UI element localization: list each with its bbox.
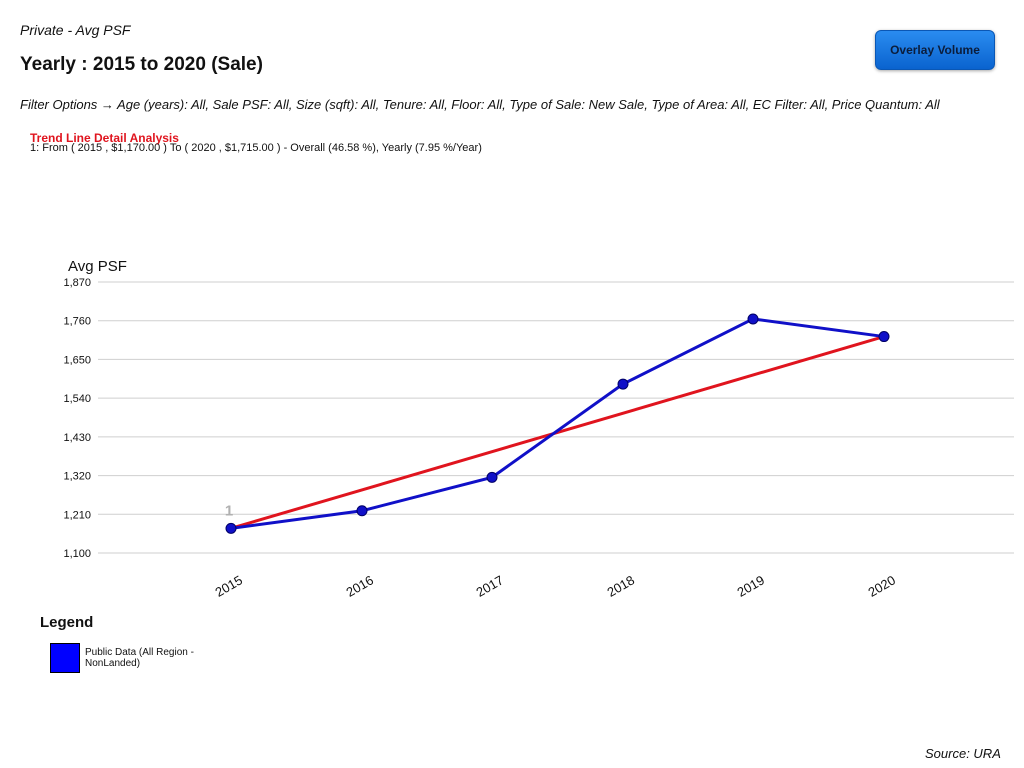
y-tick-label: 1,650	[63, 354, 91, 366]
x-tick-labels: 2015 2016 2017 2018 2019 2020	[212, 572, 898, 599]
chart-subtitle: Private - Avg PSF	[20, 22, 131, 38]
x-tick-label: 2016	[343, 572, 376, 599]
x-tick-label: 2017	[473, 572, 506, 599]
data-point	[225, 522, 237, 534]
y-tick-label: 1,430	[63, 432, 91, 444]
y-tick-labels: 1,100 1,210 1,320 1,430 1,540 1,650 1,760 1,870	[63, 277, 91, 560]
y-tick-label: 1,210	[63, 509, 91, 521]
legend-title: Legend	[40, 614, 94, 631]
trend-analysis-heading: Trend Line Detail Analysis	[30, 131, 179, 145]
data-point	[486, 471, 498, 483]
chart-grid	[98, 281, 1014, 554]
source-note: Source: URA	[925, 746, 1001, 761]
filter-options: Filter Options → Age (years): All, Sale …	[20, 97, 940, 112]
x-tick-label: 2020	[865, 572, 898, 599]
chart-title: Yearly : 2015 to 2020 (Sale)	[20, 54, 263, 75]
data-point	[747, 313, 759, 325]
y-tick-label: 1,100	[63, 548, 91, 560]
series-line	[230, 317, 885, 530]
data-point	[356, 505, 368, 517]
data-point	[878, 331, 890, 343]
y-tick-label: 1,320	[63, 471, 91, 483]
x-tick-label: 2015	[212, 572, 245, 599]
data-point	[617, 378, 629, 390]
trend-analysis-detail: 1: From ( 2015 , $1,170.00 ) To ( 2020 ,…	[30, 142, 482, 154]
x-tick-label: 2019	[734, 572, 767, 599]
legend-label: Public Data (All Region - NonLanded)	[85, 647, 194, 669]
y-axis-label: Avg PSF	[68, 258, 127, 275]
y-tick-label: 1,870	[63, 277, 91, 289]
series-layer	[225, 313, 890, 534]
overlay-volume-button[interactable]: Overlay Volume	[875, 30, 995, 70]
legend-swatch	[50, 643, 80, 673]
y-tick-label: 1,760	[63, 316, 91, 328]
trend-line-label: 1	[225, 502, 233, 519]
x-tick-label: 2018	[604, 572, 637, 599]
y-tick-label: 1,540	[63, 393, 91, 405]
